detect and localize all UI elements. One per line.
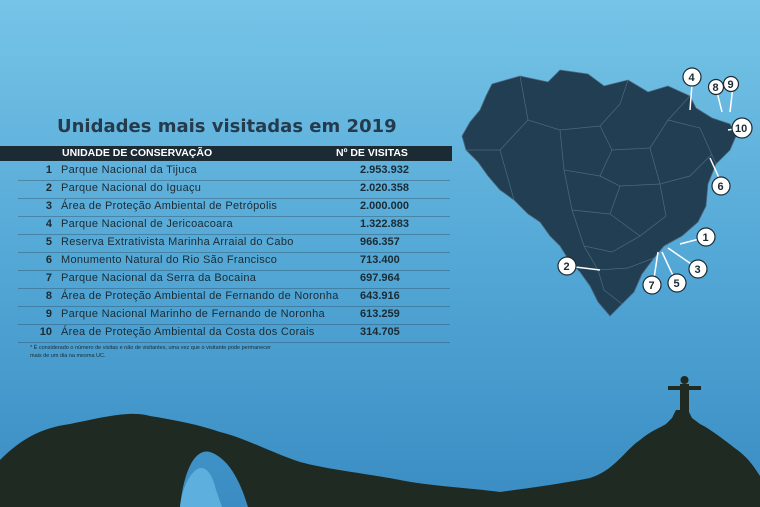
map-marker-6: 6 [711, 176, 731, 196]
row-rank: 3 [45, 200, 52, 212]
column-header-unit: UNIDADE DE CONSERVAÇÃO [62, 147, 213, 159]
footnote: * É considerado o número de visitas e nã… [30, 345, 271, 359]
row-rank: 8 [45, 290, 52, 302]
row-visits: 697.964 [360, 272, 400, 284]
map-marker-1: 1 [696, 227, 716, 247]
row-unit-name: Área de Proteção Ambiental de Fernando d… [61, 290, 339, 302]
row-rank: 9 [45, 308, 52, 320]
row-unit-name: Área de Proteção Ambiental da Costa dos … [61, 326, 315, 338]
page-title: Unidades mais visitadas em 2019 [57, 116, 397, 137]
row-rank: 7 [45, 272, 52, 284]
table-row [18, 324, 450, 343]
map-marker-10: 10 [731, 117, 753, 139]
svg-text:2: 2 [564, 261, 570, 273]
row-rank: 10 [39, 326, 52, 338]
svg-text:10: 10 [735, 123, 747, 135]
table-row [18, 198, 450, 217]
svg-text:5: 5 [674, 278, 680, 290]
row-unit-name: Parque Nacional Marinho de Fernando de N… [61, 308, 325, 320]
row-rank: 4 [45, 218, 52, 230]
map-marker-3: 3 [688, 259, 708, 279]
svg-text:1: 1 [703, 232, 709, 244]
row-visits: 2.020.358 [360, 182, 409, 194]
row-rank: 2 [45, 182, 52, 194]
row-unit-name: Parque Nacional do Iguaçu [61, 182, 202, 194]
table-row [18, 270, 450, 289]
row-unit-name: Reserva Extrativista Marinha Arraial do … [61, 236, 294, 248]
table-row [18, 306, 450, 325]
map-marker-8: 8 [707, 78, 725, 96]
landscape-silhouette [0, 376, 760, 507]
svg-text:6: 6 [718, 181, 724, 193]
row-unit-name: Área de Proteção Ambiental de Petrópolis [61, 200, 278, 212]
map-marker-4: 4 [682, 67, 702, 87]
table-header-bar [0, 146, 452, 161]
column-header-visits: Nº DE VISITAS [336, 147, 408, 159]
row-unit-name: Parque Nacional da Tijuca [61, 164, 197, 176]
svg-text:4: 4 [689, 72, 696, 84]
arch-opening [180, 468, 222, 507]
row-visits: 2.953.932 [360, 164, 409, 176]
map-marker-5: 5 [667, 273, 687, 293]
table-row [18, 180, 450, 199]
table-row [18, 234, 450, 253]
brazil-map [461, 69, 737, 317]
row-visits: 613.259 [360, 308, 400, 320]
row-visits: 2.000.000 [360, 200, 409, 212]
table-row [18, 252, 450, 271]
map-marker-7: 7 [642, 275, 662, 295]
row-unit-name: Parque Nacional de Jericoacoara [61, 218, 233, 230]
svg-text:7: 7 [649, 280, 655, 292]
row-rank: 5 [45, 236, 52, 248]
row-rank: 6 [45, 254, 52, 266]
row-visits: 966.357 [360, 236, 400, 248]
row-visits: 314.705 [360, 326, 400, 338]
table-row [18, 216, 450, 235]
table-row [18, 288, 450, 307]
table-row [18, 162, 450, 181]
svg-text:9: 9 [728, 79, 734, 91]
svg-text:3: 3 [695, 264, 701, 276]
svg-text:8: 8 [713, 82, 719, 94]
row-unit-name: Parque Nacional da Serra da Bocaina [61, 272, 257, 284]
map-marker-9: 9 [722, 75, 740, 93]
map-marker-2: 2 [557, 256, 577, 276]
row-visits: 1.322.883 [360, 218, 409, 230]
row-visits: 643.916 [360, 290, 400, 302]
row-rank: 1 [45, 164, 52, 176]
row-unit-name: Monumento Natural do Rio São Francisco [61, 254, 278, 266]
row-visits: 713.400 [360, 254, 400, 266]
